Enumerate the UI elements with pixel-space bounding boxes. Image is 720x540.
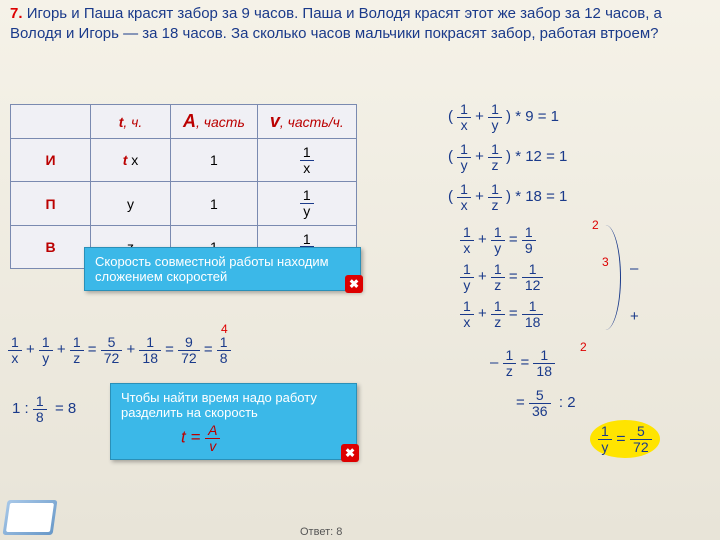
callout-time: Чтобы найти время надо работу разделить … [110,383,357,460]
book-icon [3,500,58,535]
problem-body: Игорь и Паша красят забор за 9 часов. Па… [10,5,662,42]
sys1: 1x + 1y = 19 [460,225,536,255]
problem-text: 7. Игорь и Паша красят забор за 9 часов.… [10,4,710,43]
sys3: 1x + 1z = 118 [460,299,543,329]
longsum: 1x + 1y + 1z = 572 + 118 = 972 = 18 [8,335,231,365]
sys2: 1y + 1z = 112 [460,262,543,292]
problem-number: 7. [10,5,23,22]
deriv1: – 1z = 118 [490,348,555,378]
work-table: t, ч. A, часть v, часть/ч. Иt x11x Пy11y… [10,104,357,269]
brace [590,225,621,330]
eq1: ( 1x + 1y ) * 9 = 1 [448,102,559,132]
eq3: ( 1x + 1z ) * 18 = 1 [448,182,567,212]
callout-speed: Скорость совместной работы находим сложе… [84,247,361,291]
answer-text: Ответ: 8 [300,526,342,538]
deriv2: = 536 : 2 [516,388,576,418]
eq2: ( 1y + 1z ) * 12 = 1 [448,142,567,172]
divide: 1 : 18 = 8 [12,394,76,424]
close-icon[interactable]: ✖ [345,275,363,293]
answer-highlight: 1y = 572 [590,420,660,458]
close-icon[interactable]: ✖ [341,444,359,462]
